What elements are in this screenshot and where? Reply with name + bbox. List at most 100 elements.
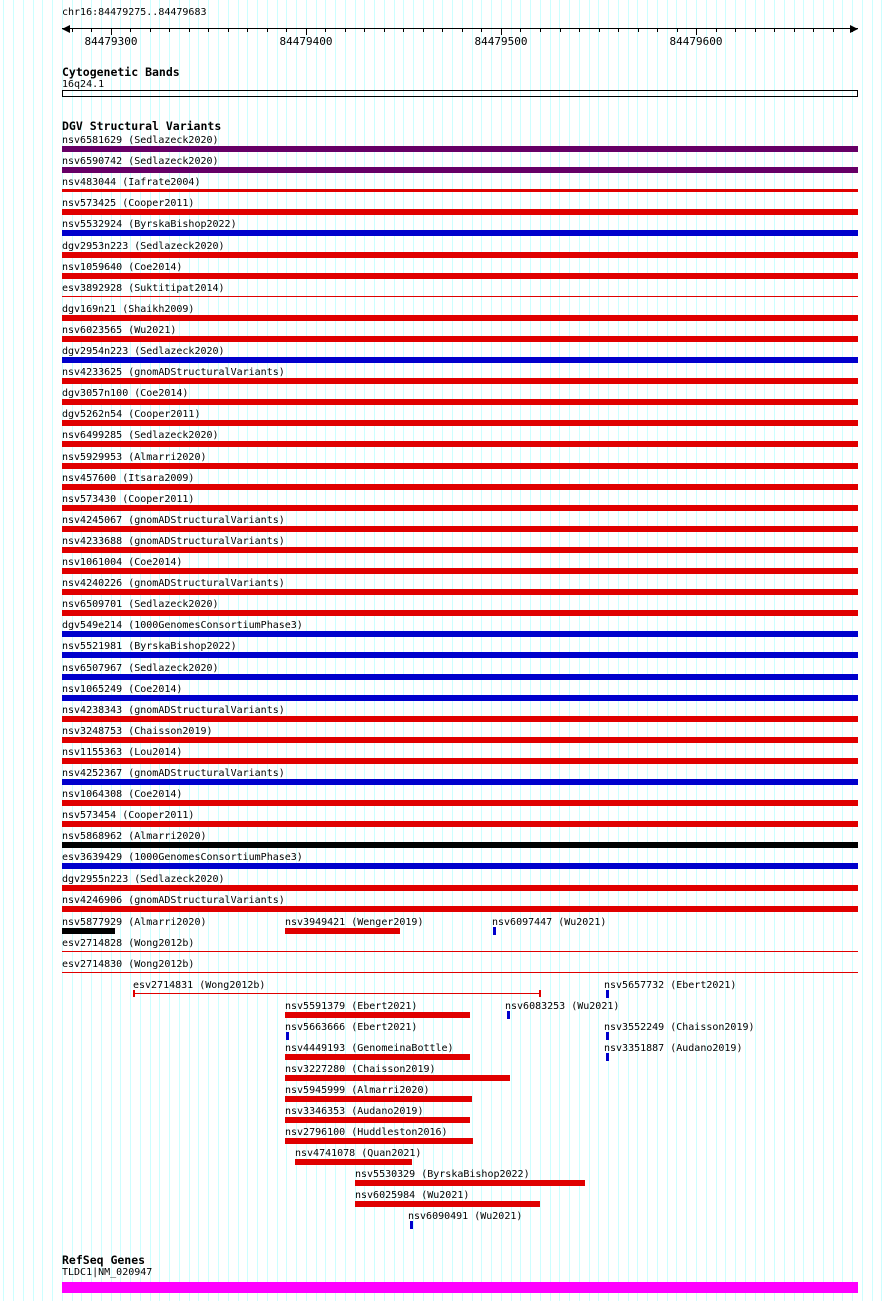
variant-label[interactable]: dgv549e214 (1000GenomesConsortiumPhase3) (62, 620, 303, 631)
cytoband-box[interactable] (62, 90, 858, 97)
variant-bar[interactable] (62, 441, 858, 447)
variant-label[interactable]: nsv5929953 (Almarri2020) (62, 452, 207, 463)
variant-bar[interactable] (62, 167, 858, 173)
variant-label[interactable]: esv3892928 (Suktitipat2014) (62, 283, 225, 294)
variant-bar[interactable] (285, 1117, 470, 1123)
variant-label[interactable]: nsv6581629 (Sedlazeck2020) (62, 135, 219, 146)
variant-label[interactable]: nsv6090491 (Wu2021) (408, 1211, 523, 1222)
variant-label[interactable]: nsv5530329 (ByrskaBishop2022) (355, 1169, 530, 1180)
variant-label[interactable]: nsv4233688 (gnomADStructuralVariants) (62, 536, 285, 547)
variant-bar[interactable] (285, 1138, 473, 1144)
variant-bar[interactable] (62, 315, 858, 321)
variant-bar[interactable] (62, 568, 858, 574)
variant-bar[interactable] (285, 928, 400, 934)
variant-bar[interactable] (507, 1011, 510, 1019)
variant-label[interactable]: nsv1059640 (Coe2014) (62, 262, 183, 273)
variant-bar[interactable] (62, 885, 858, 891)
gene-bar[interactable] (62, 1282, 858, 1293)
variant-label[interactable]: nsv1065249 (Coe2014) (62, 684, 183, 695)
variant-label[interactable]: nsv4240226 (gnomADStructuralVariants) (62, 578, 285, 589)
variant-bar[interactable] (62, 758, 858, 764)
variant-label[interactable]: nsv6499285 (Sedlazeck2020) (62, 430, 219, 441)
variant-bar[interactable] (62, 463, 858, 469)
variant-label[interactable]: nsv457600 (Itsara2009) (62, 473, 195, 484)
variant-label[interactable]: nsv4245067 (gnomADStructuralVariants) (62, 515, 285, 526)
variant-bar[interactable] (62, 589, 858, 595)
variant-bar[interactable] (606, 1032, 609, 1040)
variant-label[interactable]: nsv3346353 (Audano2019) (285, 1106, 424, 1117)
variant-label[interactable]: nsv3552249 (Chaisson2019) (604, 1022, 755, 1033)
variant-label[interactable]: nsv4238343 (gnomADStructuralVariants) (62, 705, 285, 716)
variant-label[interactable]: nsv4246906 (gnomADStructuralVariants) (62, 895, 285, 906)
variant-bar[interactable] (62, 674, 858, 680)
variant-label[interactable]: esv2714830 (Wong2012b) (62, 959, 195, 970)
variant-label[interactable]: nsv3227280 (Chaisson2019) (285, 1064, 436, 1075)
variant-bar[interactable] (62, 547, 858, 553)
variant-label[interactable]: nsv573454 (Cooper2011) (62, 810, 195, 821)
variant-label[interactable]: nsv5877929 (Almarri2020) (62, 917, 207, 928)
variant-bar[interactable] (62, 336, 858, 342)
variant-bar[interactable] (62, 378, 858, 384)
variant-label[interactable]: nsv6507967 (Sedlazeck2020) (62, 663, 219, 674)
variant-bar[interactable] (62, 252, 858, 258)
variant-bar[interactable] (62, 821, 858, 827)
variant-bar[interactable] (62, 631, 858, 637)
variant-bar[interactable] (286, 1032, 289, 1040)
variant-bar[interactable] (62, 652, 858, 658)
variant-bar[interactable] (606, 990, 609, 998)
variant-bar[interactable] (62, 189, 858, 192)
variant-bar[interactable] (62, 951, 858, 952)
variant-bar[interactable] (285, 1096, 472, 1102)
variant-bar[interactable] (62, 779, 858, 785)
variant-label[interactable]: nsv5868962 (Almarri2020) (62, 831, 207, 842)
variant-label[interactable]: nsv1064308 (Coe2014) (62, 789, 183, 800)
variant-label[interactable]: nsv3248753 (Chaisson2019) (62, 726, 213, 737)
variant-label[interactable]: nsv6509701 (Sedlazeck2020) (62, 599, 219, 610)
variant-label[interactable]: dgv5262n54 (Cooper2011) (62, 409, 201, 420)
variant-bar[interactable] (62, 484, 858, 490)
variant-bar[interactable] (62, 800, 858, 806)
variant-label[interactable]: esv2714828 (Wong2012b) (62, 938, 195, 949)
variant-range-end-tick[interactable] (539, 990, 541, 997)
variant-bar[interactable] (62, 906, 858, 912)
variant-label[interactable]: dgv2954n223 (Sedlazeck2020) (62, 346, 225, 357)
variant-label[interactable]: nsv6083253 (Wu2021) (505, 1001, 620, 1012)
cytoband-label[interactable]: 16q24.1 (62, 79, 105, 90)
variant-label[interactable]: esv2714831 (Wong2012b) (133, 980, 266, 991)
variant-label[interactable]: nsv483044 (Iafrate2004) (62, 177, 201, 188)
variant-label[interactable]: nsv4252367 (gnomADStructuralVariants) (62, 768, 285, 779)
variant-bar[interactable] (410, 1221, 413, 1229)
variant-bar[interactable] (62, 526, 858, 532)
variant-bar[interactable] (62, 146, 858, 152)
gene-label[interactable]: TLDC1|NM_020947 (62, 1267, 153, 1278)
variant-bar[interactable] (295, 1159, 412, 1165)
variant-bar[interactable] (62, 230, 858, 236)
variant-label[interactable]: nsv5532924 (ByrskaBishop2022) (62, 219, 237, 230)
variant-label[interactable]: nsv3949421 (Wenger2019) (285, 917, 424, 928)
variant-label[interactable]: dgv2953n223 (Sedlazeck2020) (62, 241, 225, 252)
variant-label[interactable]: nsv1155363 (Lou2014) (62, 747, 183, 758)
variant-bar[interactable] (493, 927, 496, 935)
variant-label[interactable]: nsv4449193 (GenomeinaBottle) (285, 1043, 454, 1054)
variant-label[interactable]: nsv6025984 (Wu2021) (355, 1190, 470, 1201)
variant-bar[interactable] (62, 863, 858, 869)
variant-label[interactable]: nsv6097447 (Wu2021) (492, 917, 607, 928)
variant-label[interactable]: dgv3057n100 (Coe2014) (62, 388, 189, 399)
variant-bar[interactable] (285, 1012, 470, 1018)
variant-bar[interactable] (62, 505, 858, 511)
variant-bar[interactable] (62, 357, 858, 363)
variant-label[interactable]: nsv5663666 (Ebert2021) (285, 1022, 418, 1033)
variant-label[interactable]: nsv4741078 (Quan2021) (295, 1148, 422, 1159)
variant-bar[interactable] (62, 716, 858, 722)
variant-label[interactable]: nsv3351887 (Audano2019) (604, 1043, 743, 1054)
variant-bar[interactable] (62, 273, 858, 279)
variant-label[interactable]: nsv573425 (Cooper2011) (62, 198, 195, 209)
variant-bar[interactable] (62, 928, 115, 934)
variant-label[interactable]: nsv4233625 (gnomADStructuralVariants) (62, 367, 285, 378)
variant-label[interactable]: nsv1061004 (Coe2014) (62, 557, 183, 568)
variant-bar[interactable] (62, 399, 858, 405)
variant-label[interactable]: nsv2796100 (Huddleston2016) (285, 1127, 448, 1138)
variant-label[interactable]: nsv6590742 (Sedlazeck2020) (62, 156, 219, 167)
variant-bar[interactable] (285, 1075, 510, 1081)
variant-range-start-tick[interactable] (133, 990, 135, 997)
